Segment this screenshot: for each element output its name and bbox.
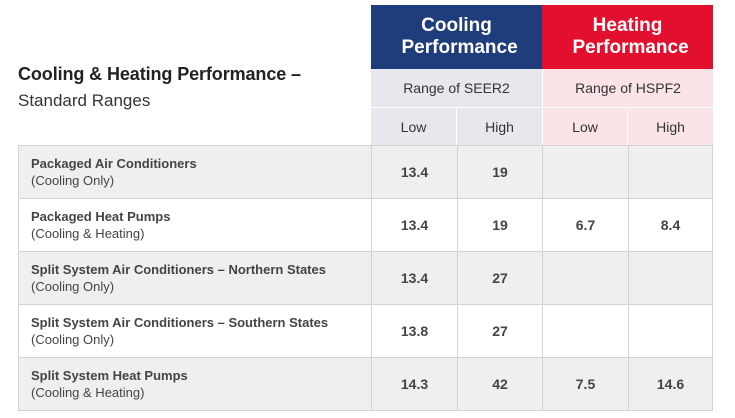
hspf2-low-value: 7.5: [542, 358, 628, 410]
title-block: Cooling & Heating Performance – Standard…: [18, 64, 301, 111]
system-name: Split System Air Conditioners – Southern…: [31, 315, 329, 330]
seer2-high-value: 27: [457, 305, 542, 357]
seer2-range-header: Range of SEER2: [371, 69, 542, 107]
hspf2-low-value: [542, 146, 628, 198]
row-label: Split System Heat Pumps (Cooling & Heatin…: [18, 358, 371, 410]
hspf2-high-value: [628, 146, 713, 198]
performance-table: Packaged Air Conditioners (Cooling Only) …: [18, 145, 713, 411]
seer2-high-value: 27: [457, 252, 542, 304]
hspf2-range-header: Range of HSPF2: [542, 69, 713, 107]
hspf2-low-value: 6.7: [542, 199, 628, 251]
system-note: (Cooling & Heating): [31, 226, 145, 241]
page-title: Cooling & Heating Performance –: [18, 64, 301, 84]
hspf2-high-value: 14.6: [628, 358, 713, 410]
cooling-performance-header: Cooling Performance: [371, 5, 542, 69]
system-name: Split System Heat Pumps: [31, 368, 188, 383]
heating-performance-header: Heating Performance: [542, 5, 713, 69]
seer2-low-value: 13.8: [371, 305, 457, 357]
row-label: Split System Air Conditioners – Northern…: [18, 252, 371, 304]
hspf2-low-value: [542, 305, 628, 357]
row-label: Packaged Heat Pumps (Cooling & Heating): [18, 199, 371, 251]
system-name: Packaged Air Conditioners: [31, 156, 197, 171]
seer2-low-header: Low: [371, 107, 457, 145]
table-row: Packaged Heat Pumps (Cooling & Heating) 1…: [18, 199, 713, 252]
seer2-low-value: 13.4: [371, 146, 457, 198]
heating-header-label: Heating Performance: [572, 15, 689, 58]
seer2-high-value: 42: [457, 358, 542, 410]
table-row: Packaged Air Conditioners (Cooling Only) …: [18, 146, 713, 199]
hspf2-low-header: Low: [542, 107, 628, 145]
row-label: Packaged Air Conditioners (Cooling Only): [18, 146, 371, 198]
seer2-high-header: High: [457, 107, 542, 145]
hspf2-high-header: High: [628, 107, 713, 145]
hspf2-high-value: [628, 305, 713, 357]
table-row: Split System Air Conditioners – Southern…: [18, 305, 713, 358]
hspf2-low-value: [542, 252, 628, 304]
seer2-low-value: 13.4: [371, 252, 457, 304]
table-row: Split System Air Conditioners – Northern…: [18, 252, 713, 305]
seer2-low-value: 14.3: [371, 358, 457, 410]
seer2-high-value: 19: [457, 199, 542, 251]
system-note: (Cooling Only): [31, 279, 115, 294]
table-row: Split System Heat Pumps (Cooling & Heatin…: [18, 358, 713, 411]
hspf2-high-value: [628, 252, 713, 304]
cooling-header-label: Cooling Performance: [401, 15, 518, 58]
page-subtitle: Standard Ranges: [18, 91, 151, 110]
system-name: Packaged Heat Pumps: [31, 209, 171, 224]
system-note: (Cooling Only): [31, 332, 115, 347]
system-note: (Cooling & Heating): [31, 385, 145, 400]
row-label: Split System Air Conditioners – Southern…: [18, 305, 371, 357]
system-note: (Cooling Only): [31, 173, 115, 188]
seer2-low-value: 13.4: [371, 199, 457, 251]
seer2-high-value: 19: [457, 146, 542, 198]
system-name: Split System Air Conditioners – Northern…: [31, 262, 326, 277]
hspf2-high-value: 8.4: [628, 199, 713, 251]
